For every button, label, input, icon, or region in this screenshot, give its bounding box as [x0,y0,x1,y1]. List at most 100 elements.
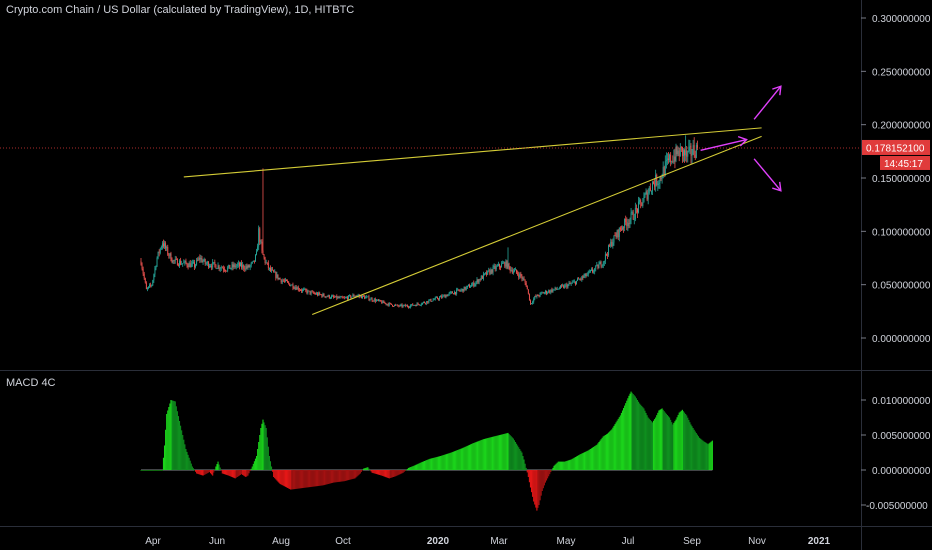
macd-bar [506,433,508,470]
candle-body [189,262,191,268]
candle-body [219,268,221,270]
macd-bar [336,470,338,483]
candle-body [609,245,611,247]
macd-bar [567,460,569,470]
macd-bar [543,470,545,486]
candle-body [298,289,300,291]
macd-bar [708,443,710,470]
macd-indicator-label[interactable]: MACD 4C [6,377,56,389]
candle-body [663,167,665,176]
macd-bar [335,470,337,483]
candle-body [323,293,325,297]
macd-bar [411,466,413,470]
macd-bar [322,470,324,486]
annotation-arrowhead [737,135,748,147]
candle-body [478,279,480,283]
macd-bar [292,470,294,490]
macd-bar [604,435,606,470]
candle-body [173,260,175,262]
macd-bar [283,470,285,487]
macd-bar [156,470,158,471]
macd-bar [267,446,269,470]
macd-bar [400,470,402,474]
macd-bar [628,395,630,470]
candle-body [373,299,375,302]
macd-bar [652,420,655,470]
macd-pane[interactable] [140,391,713,511]
candle-body [429,299,431,301]
macd-bar [508,434,510,470]
macd-bar [337,470,339,483]
macd-bar [258,442,260,470]
macd-bar [575,456,578,470]
macd-bar [309,470,311,488]
candle-body [475,282,477,285]
macd-bar [208,470,211,473]
macd-bar [331,470,334,483]
candle-body [155,266,157,269]
candle-body [591,269,592,271]
candle-body [190,263,192,268]
candle-body [661,178,663,179]
candle-body [615,235,617,238]
macd-bar [398,470,400,475]
candle-body [302,289,304,292]
candle-body [165,243,167,249]
candle-body [344,297,346,299]
candle-body [394,304,396,307]
macd-bar [678,412,680,470]
macd-bar [321,470,323,486]
macd-bar [359,470,361,474]
macd-bar [450,452,452,470]
candle-body [559,285,561,289]
macd-bar [456,450,458,470]
macd-bar [290,470,292,490]
candle-body [249,265,251,268]
annotation-arrow [700,138,747,151]
macd-bar [363,468,365,470]
candle-body [216,268,218,270]
candle-body [463,286,465,292]
candle-body [683,150,684,157]
candle-body [491,269,493,273]
candle-body [435,297,437,298]
candle-body [200,258,202,260]
macd-bar [504,433,506,470]
macd-bar [669,417,671,470]
candle-body [236,264,238,266]
macd-bar [563,461,565,470]
macd-bar [325,470,327,485]
macd-bar [422,461,425,470]
macd-bar [687,417,689,470]
candle-body [234,264,236,268]
candle-body [262,250,264,255]
candle-body [556,288,558,290]
macd-bar [523,459,525,470]
candle-body [538,295,540,297]
macd-bar [480,440,482,470]
candle-body [241,263,243,268]
candle-body [380,300,382,302]
macd-bar [560,461,563,470]
candle-body [528,293,530,301]
candle-body [686,150,688,157]
candle-body [642,202,644,206]
candle-body [207,262,209,268]
macd-bar [585,451,587,470]
price-pane[interactable] [0,85,861,316]
macd-bar [419,462,421,470]
candle-body [477,279,479,283]
macd-bar [579,454,581,470]
candle-body [521,275,523,279]
candle-body [555,287,557,290]
candle-body [532,302,534,304]
macd-bar [338,470,340,482]
macd-bar [620,412,622,470]
macd-bar [191,466,193,470]
macd-bar [453,451,456,470]
macd-bar [355,470,357,478]
macd-bar [392,470,395,477]
macd-bar [519,449,521,470]
candle-body [513,269,515,272]
